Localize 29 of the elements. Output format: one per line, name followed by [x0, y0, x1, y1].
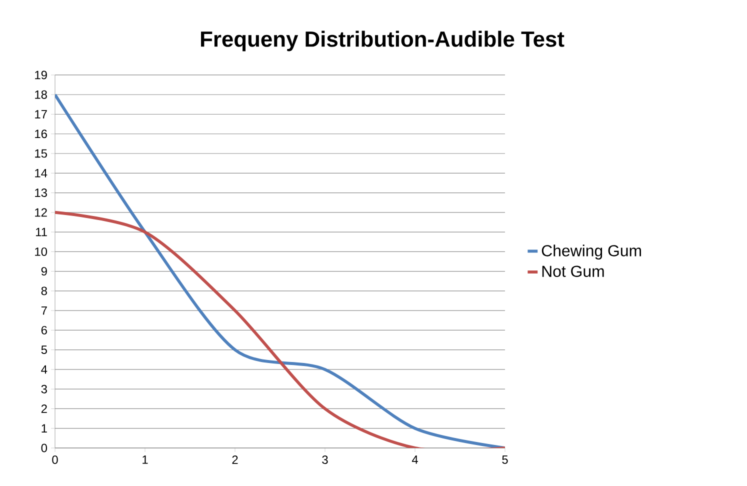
y-tick-label: 15	[35, 149, 47, 158]
legend-label: Chewing Gum	[542, 244, 641, 260]
x-tick-label: 0	[52, 456, 58, 464]
y-tick-label: 0	[41, 444, 48, 452]
x-tick-label: 5	[502, 456, 508, 464]
y-tick-label: 12	[35, 208, 47, 217]
y-tick-label: 4	[41, 365, 48, 374]
chart-title: Frequeny Distribution-Audible Test	[201, 30, 564, 52]
y-tick-label: 8	[41, 286, 47, 296]
y-tick-label: 6	[41, 326, 47, 334]
y-tick-label: 1	[42, 424, 47, 432]
x-tick-label: 4	[412, 456, 418, 464]
x-tick-label: 2	[232, 456, 238, 464]
y-tick-label: 14	[35, 169, 48, 178]
y-tick-label: 19	[35, 70, 47, 80]
y-tick-label: 11	[36, 228, 47, 236]
y-tick-label: 16	[35, 130, 47, 138]
y-tick-label: 17	[35, 110, 47, 118]
y-tick-label: 13	[35, 188, 47, 197]
x-tick-label: 3	[322, 456, 328, 464]
y-tick-label: 10	[35, 247, 48, 256]
y-tick-label: 7	[41, 306, 47, 315]
y-tick-label: 18	[35, 90, 47, 99]
y-tick-label: 9	[41, 267, 47, 276]
x-tick-label: 1	[142, 456, 148, 464]
y-tick-label: 2	[41, 404, 47, 413]
y-tick-label: 5	[41, 346, 47, 354]
legend-label: Not Gum	[542, 266, 604, 277]
y-tick-label: 3	[41, 384, 47, 394]
